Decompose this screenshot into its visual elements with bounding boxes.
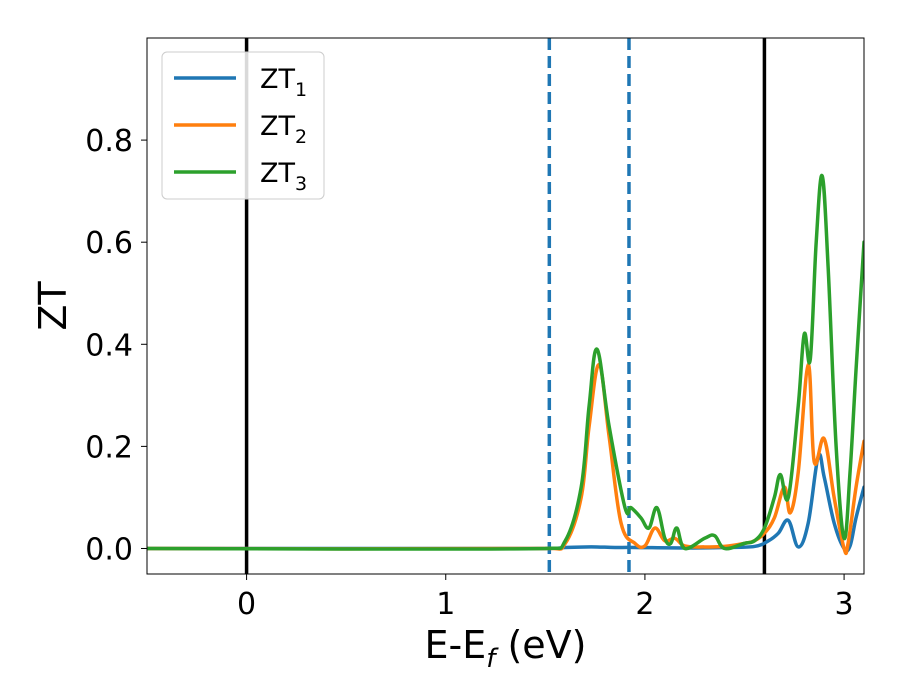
series-line-zt1 [147, 452, 864, 553]
y-tick-label: 0.6 [85, 226, 133, 261]
legend-label-sub: 3 [295, 173, 307, 195]
series-line-zt3 [147, 174, 864, 551]
x-tick-label: 1 [436, 587, 455, 622]
x-tick-label: 0 [237, 587, 256, 622]
legend-label-sub: 1 [295, 79, 307, 101]
y-tick-label: 0.8 [85, 124, 133, 159]
y-tick-label: 0.0 [85, 532, 133, 567]
legend-label-zt1: ZT1 [260, 64, 307, 101]
legend-label-zt2: ZT2 [260, 111, 307, 148]
legend-box [161, 51, 325, 200]
y-tick-label: 0.4 [85, 328, 133, 363]
legend-label-main: ZT [260, 158, 295, 189]
x-axis-title-tail: (eV) [495, 623, 586, 667]
x-tick-label: 2 [635, 587, 654, 622]
x-axis-title: E-Ef (eV) [425, 623, 587, 674]
legend-label-zt3: ZT3 [260, 158, 307, 195]
y-tick-label: 0.2 [85, 430, 133, 465]
x-axis-ticks: 0 1 2 3 [237, 574, 854, 622]
series-line-zt2 [147, 362, 864, 556]
legend-label-main: ZT [260, 64, 295, 95]
y-axis-ticks: 0.0 0.2 0.4 0.6 0.8 [85, 124, 147, 567]
plot-frame [146, 37, 865, 575]
x-tick-label: 3 [835, 587, 854, 622]
legend-label-main: ZT [260, 111, 295, 142]
y-axis-title: ZT [31, 281, 75, 331]
legend-label-sub: 2 [295, 126, 307, 148]
series-lines [147, 174, 864, 556]
x-axis-title-main: E-E [425, 623, 487, 667]
